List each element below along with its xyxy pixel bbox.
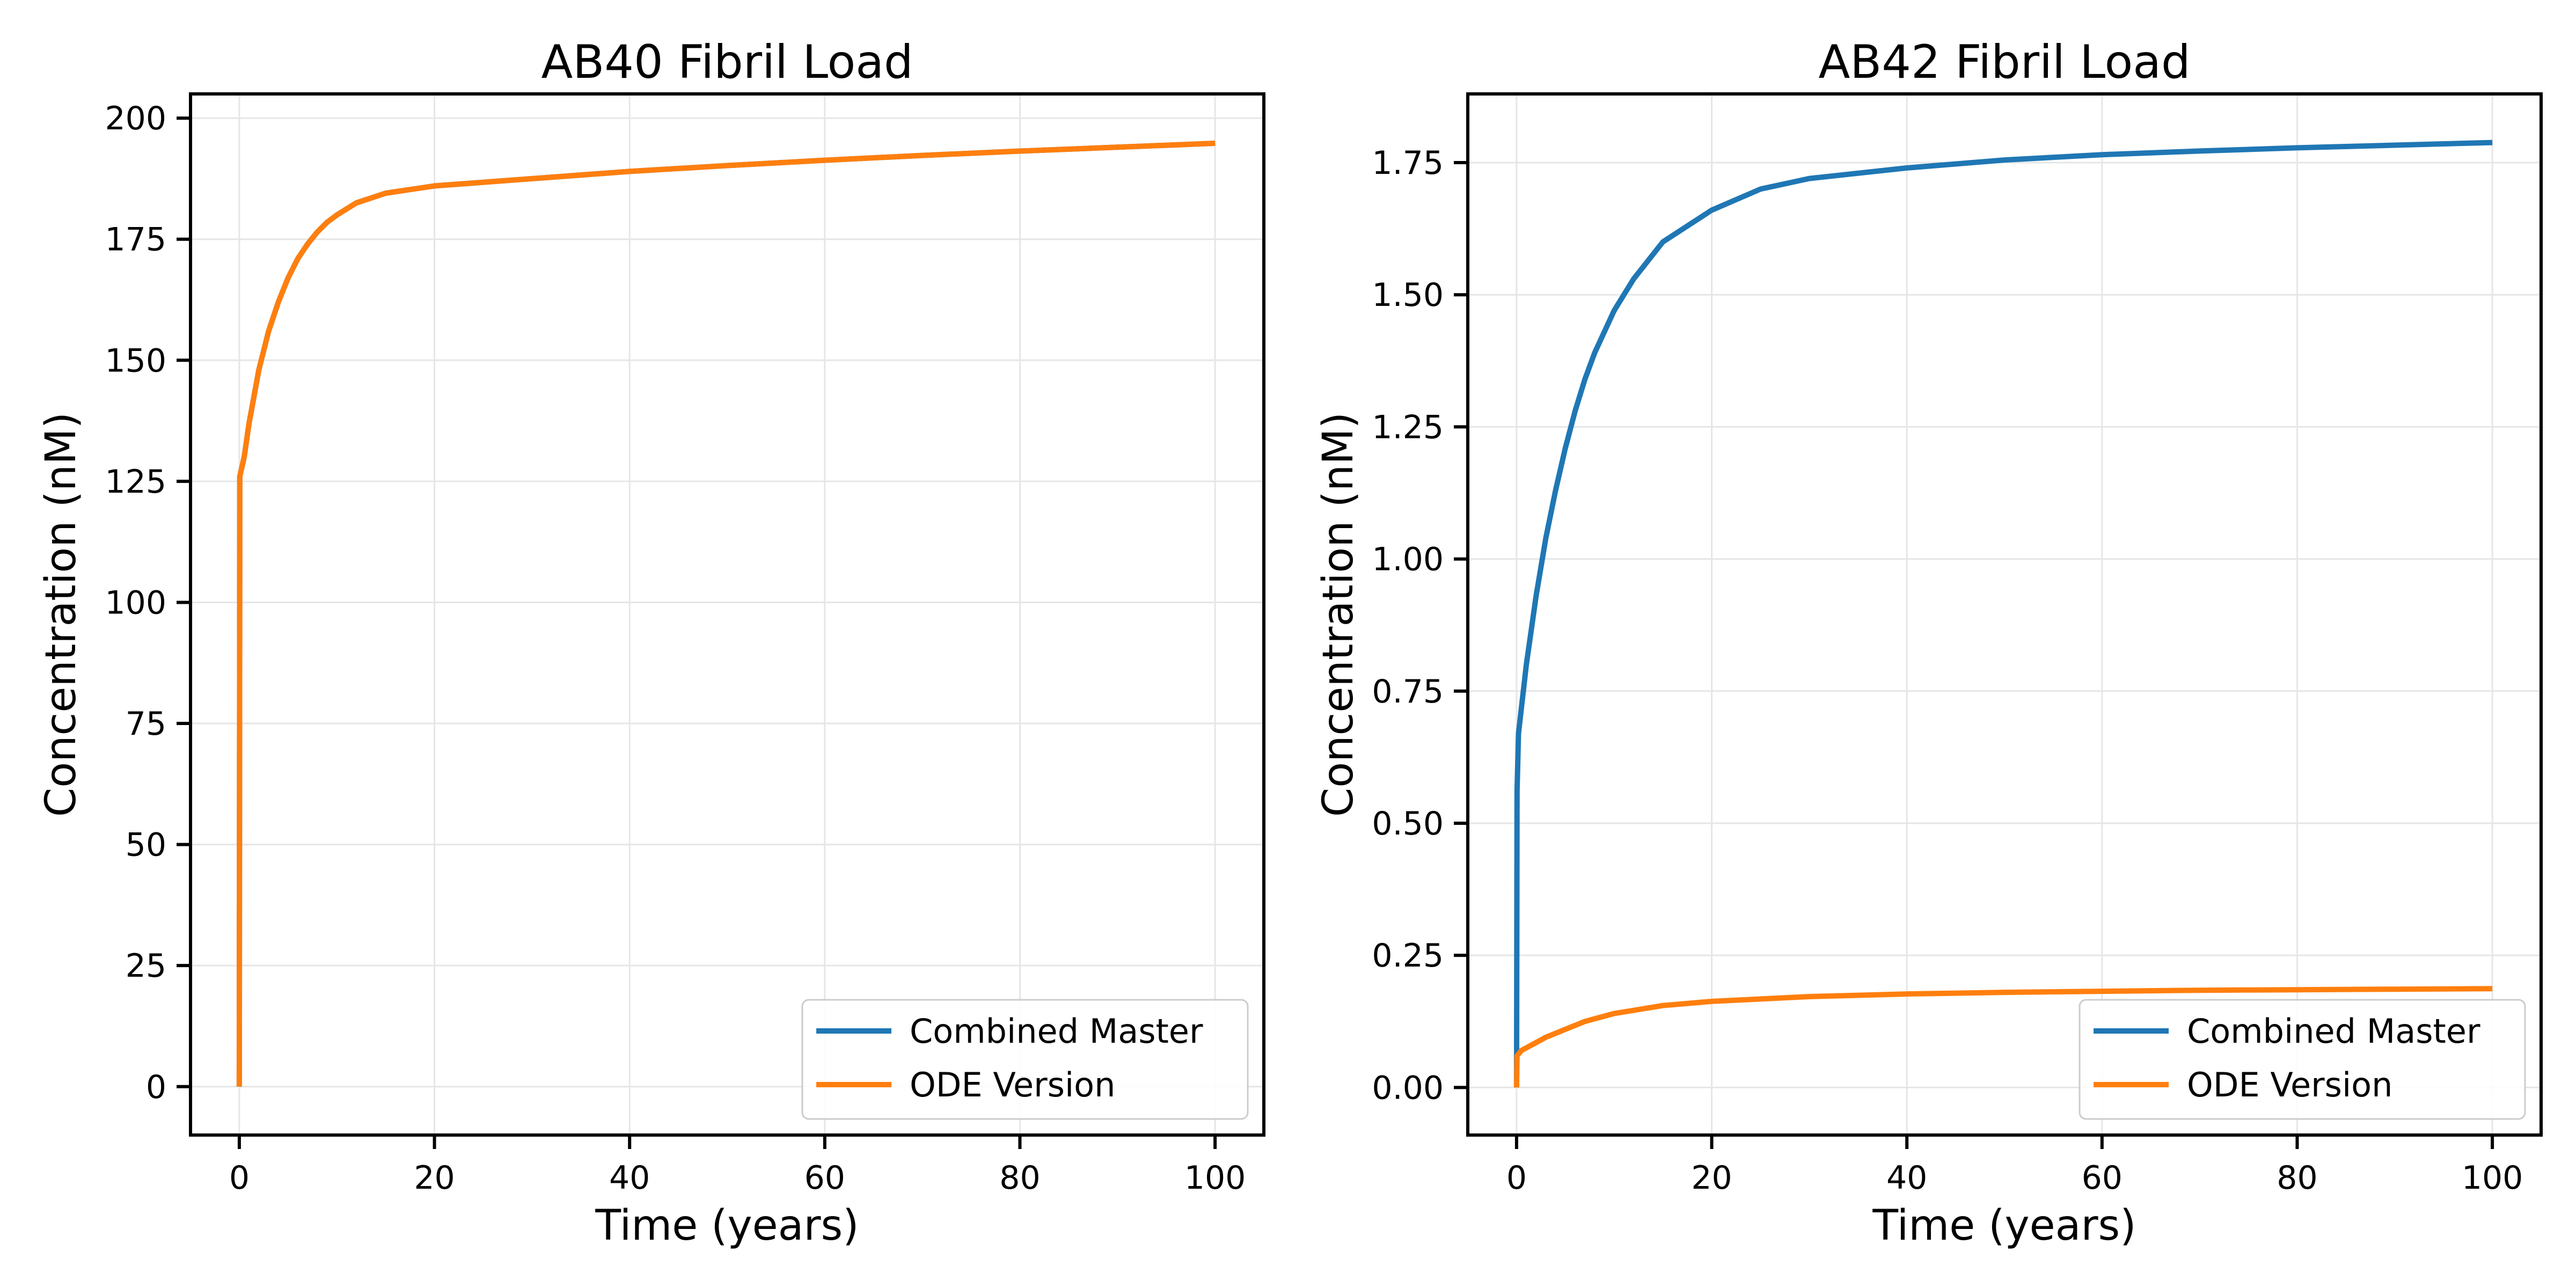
series-line-ode-version — [236, 141, 1216, 1087]
y-tick-label: 1.75 — [1372, 144, 1444, 182]
legend-label: Combined Master — [910, 1012, 1203, 1051]
legend-box — [801, 999, 1249, 1120]
plot-frame — [189, 92, 1265, 1137]
legend-box — [2079, 999, 2526, 1120]
chart-ab40-fibril-load: 0 20 40 60 80 100 0 25 50 75 100 125 150 175 200 AB40 F… — [37, 35, 1265, 1250]
plot-frame — [1466, 92, 2543, 1137]
series-line-combined-master — [236, 141, 1216, 1087]
x-tick-label: 0 — [1506, 1159, 1527, 1197]
y-tick-label: 100 — [105, 584, 166, 621]
chart-ab42-fibril-load: 0 20 40 60 80 100 0.00 0.25 0.50 0.75 1.00 1.25 1.50… — [1314, 35, 2543, 1250]
y-tick-label: 125 — [105, 463, 166, 501]
x-tick-label: 0 — [229, 1159, 250, 1197]
y-tick-label: 1.50 — [1372, 276, 1444, 314]
y-tick-label: 200 — [105, 100, 166, 137]
x-axis-label: Time (years) — [1872, 1202, 2136, 1250]
x-tick-label: 100 — [2462, 1159, 2523, 1197]
y-axis-label: Concentration (nM) — [1314, 412, 1363, 817]
y-tick-label: 50 — [126, 826, 166, 864]
y-tick-label: 0 — [146, 1069, 166, 1106]
y-tick-label: 1.00 — [1372, 541, 1444, 579]
legend-label: ODE Version — [910, 1065, 1115, 1104]
legend: Combined Master ODE Version — [801, 999, 1249, 1120]
x-tick-label: 100 — [1184, 1159, 1246, 1197]
x-tick-label: 40 — [609, 1159, 650, 1197]
x-tick-label: 80 — [2277, 1159, 2317, 1197]
series-line-ode-version — [1513, 986, 2493, 1088]
y-tick-label: 25 — [126, 947, 166, 985]
legend-label: ODE Version — [2187, 1065, 2392, 1104]
y-tick-label: 175 — [105, 221, 166, 259]
legend-label: Combined Master — [2187, 1012, 2480, 1051]
x-tick-label: 80 — [999, 1159, 1040, 1197]
y-tick-label: 0.25 — [1372, 937, 1444, 975]
x-tick-label: 20 — [1691, 1159, 1732, 1197]
y-tick-label: 0.50 — [1372, 805, 1444, 843]
y-tick-label: 0.00 — [1372, 1069, 1444, 1107]
chart-title: AB40 Fibril Load — [541, 35, 913, 89]
y-tick-label: 0.75 — [1372, 673, 1444, 711]
series-line-combined-master — [1513, 140, 2493, 1088]
y-tick-label: 1.25 — [1372, 408, 1444, 446]
chart-title: AB42 Fibril Load — [1818, 35, 2190, 89]
x-axis-label: Time (years) — [595, 1202, 859, 1250]
y-tick-label: 75 — [126, 705, 166, 743]
x-tick-label: 40 — [1886, 1159, 1927, 1197]
x-tick-label: 60 — [804, 1159, 845, 1197]
y-axis-label: Concentration (nM) — [37, 412, 85, 817]
x-tick-label: 60 — [2082, 1159, 2123, 1197]
x-tick-label: 20 — [414, 1159, 455, 1197]
legend: Combined Master ODE Version — [2079, 999, 2526, 1120]
y-tick-label: 150 — [105, 342, 166, 379]
